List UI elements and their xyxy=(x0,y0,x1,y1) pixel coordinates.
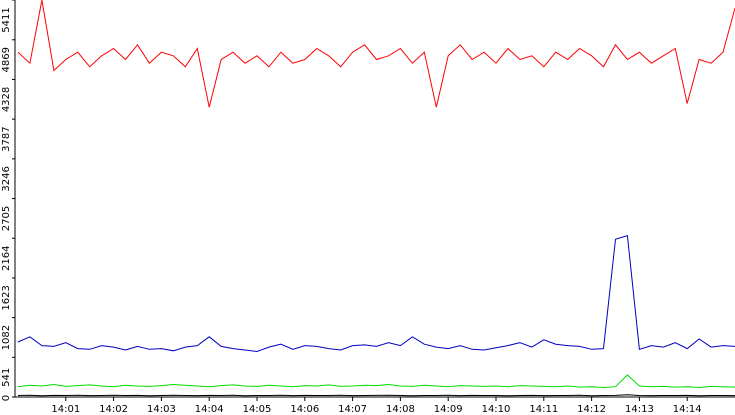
x-tick-label: 14:11 xyxy=(529,404,558,415)
y-tick-label: 3246 xyxy=(1,166,12,191)
x-tick-label: 14:04 xyxy=(195,404,224,415)
x-tick-label: 14:01 xyxy=(51,404,80,415)
series-line xyxy=(17,374,735,389)
y-tick-label: 5411 xyxy=(1,7,12,32)
y-tick-label: 4328 xyxy=(1,87,12,112)
x-tick-label: 14:03 xyxy=(147,404,176,415)
x-tick-label: 14:09 xyxy=(434,404,463,415)
series-line xyxy=(17,394,735,397)
y-tick-label: 0 xyxy=(1,395,12,401)
y-tick-label: 541 xyxy=(1,368,12,387)
series-line xyxy=(17,234,735,353)
y-tick-label: 1623 xyxy=(1,285,12,310)
x-tick-label: 14:02 xyxy=(99,404,128,415)
y-tick-label: 4869 xyxy=(1,47,12,72)
y-tick-label: 2705 xyxy=(1,206,12,231)
x-tick-label: 14:06 xyxy=(290,404,319,415)
x-tick-label: 14:05 xyxy=(243,404,272,415)
y-tick-label: 3787 xyxy=(1,126,12,151)
y-tick-label: 2164 xyxy=(1,246,12,271)
y-tick-label: 1082 xyxy=(1,325,12,350)
x-tick-label: 14:12 xyxy=(577,404,606,415)
x-tick-label: 14:08 xyxy=(386,404,415,415)
series-line xyxy=(17,0,735,108)
x-tick-label: 14:13 xyxy=(625,404,654,415)
x-tick-label: 14:14 xyxy=(673,404,702,415)
x-tick-label: 14:07 xyxy=(338,404,367,415)
x-tick-label: 14:10 xyxy=(482,404,511,415)
